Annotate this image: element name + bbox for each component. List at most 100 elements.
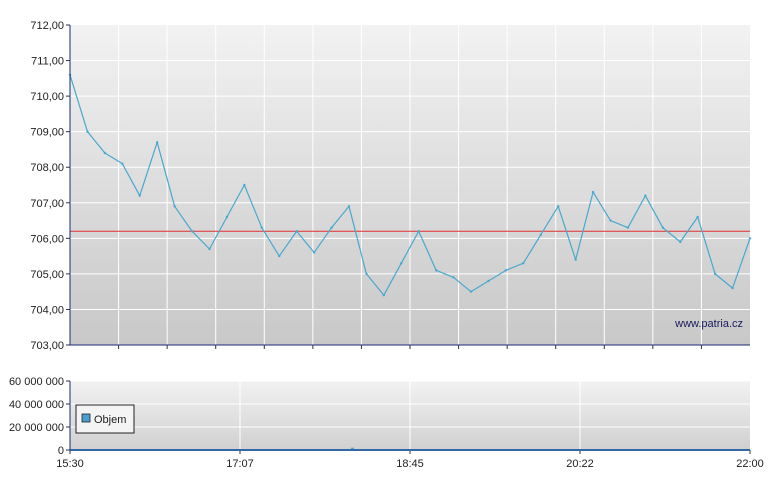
price-series-segment	[470, 280, 489, 293]
price-series-point	[661, 226, 665, 229]
price-y-tick-label: 706,00	[30, 233, 64, 245]
volume-y-tick-label: 20 000 000	[9, 422, 64, 434]
price-series-point	[609, 219, 612, 222]
price-series-point	[696, 215, 699, 219]
price-series-point	[557, 205, 560, 208]
price-series-point	[400, 262, 403, 265]
price-series-segment	[575, 191, 594, 260]
price-series-segment	[610, 219, 629, 229]
watermark: www.patria.cz	[674, 318, 743, 330]
price-series-segment	[592, 191, 612, 221]
price-series-segment	[174, 205, 193, 232]
volume-y-tick-label: 60 000 000	[9, 376, 64, 388]
price-series-point	[452, 276, 455, 279]
price-series-segment	[278, 230, 298, 257]
price-series-point	[208, 247, 211, 251]
volume-x-tick-label: 18:45	[396, 458, 424, 470]
legend-swatch	[81, 413, 91, 423]
volume-x-tick-label: 20:22	[566, 458, 594, 470]
price-series-segment	[69, 74, 89, 132]
price-series-segment	[348, 206, 367, 275]
price-series-segment	[714, 273, 733, 289]
volume-x-tick-label: 22:00	[736, 458, 764, 470]
price-series-point	[190, 230, 194, 233]
price-series-segment	[488, 269, 507, 282]
price-series-point	[330, 226, 333, 229]
price-series-segment	[557, 206, 577, 260]
price-y-tick-label: 705,00	[30, 269, 64, 281]
price-series-segment	[697, 216, 716, 275]
price-series-point	[365, 272, 368, 276]
price-series-point	[260, 226, 263, 229]
price-series-segment	[331, 205, 350, 229]
price-series-point	[173, 205, 176, 208]
price-y-tick-label: 711,00	[31, 56, 64, 68]
price-y-tick-label: 704,00	[30, 304, 64, 316]
price-series-point	[103, 151, 107, 155]
legend-label: Objem	[94, 414, 126, 426]
price-series-point	[522, 262, 525, 265]
price-series-point	[225, 215, 229, 219]
price-series-segment	[505, 262, 524, 271]
price-series-point	[469, 290, 473, 293]
price-series-point	[155, 141, 159, 144]
volume-y-tick-label: 40 000 000	[9, 399, 64, 411]
price-series-point	[626, 226, 630, 229]
price-series-segment	[435, 269, 454, 279]
price-series-segment	[243, 184, 263, 228]
price-series-segment	[679, 216, 699, 243]
price-series-point	[713, 272, 717, 276]
volume-y-tick-label: 0	[58, 445, 64, 457]
price-series-segment	[400, 230, 420, 264]
price-series-point	[574, 258, 577, 261]
price-series-point	[679, 240, 682, 244]
price-series-segment	[226, 184, 245, 218]
price-series-segment	[139, 142, 158, 196]
price-series-point	[591, 190, 595, 194]
price-series-point	[243, 183, 246, 187]
price-y-tick-label: 712,00	[30, 20, 64, 32]
price-y-tick-label: 709,00	[30, 127, 64, 139]
price-series-point	[121, 162, 124, 165]
price-series-point	[86, 130, 89, 133]
price-series-segment	[731, 238, 751, 289]
volume-x-tick-label: 17:07	[226, 458, 254, 470]
price-series-point	[312, 251, 316, 254]
price-series-segment	[453, 276, 472, 293]
price-y-tick-label: 710,00	[30, 91, 64, 103]
price-y-tick-label: 707,00	[30, 198, 64, 210]
price-series-segment	[313, 227, 333, 253]
price-series-segment	[644, 195, 664, 228]
volume-legend: Objem	[75, 404, 135, 434]
price-series-point	[382, 294, 386, 297]
price-series-point	[487, 279, 490, 283]
price-series-point	[295, 230, 298, 233]
price-series-point	[644, 194, 647, 197]
price-series-segment	[261, 227, 280, 257]
volume-bar	[350, 447, 354, 450]
price-series-segment	[86, 131, 106, 154]
price-series-segment	[296, 230, 315, 253]
price-series-segment	[104, 152, 123, 165]
price-series-segment	[627, 195, 646, 228]
price-series-segment	[522, 234, 542, 264]
price-series-point	[347, 205, 351, 208]
price-series-point	[731, 286, 734, 290]
price-series-point	[434, 269, 438, 272]
price-series-point	[138, 194, 141, 197]
price-y-tick-label: 708,00	[30, 162, 64, 174]
volume-panel: 15:30 17:07 18:45 20:22 22:00 0 20 000 000 40 0…	[9, 376, 764, 470]
price-series-point	[417, 230, 420, 233]
price-series-point	[748, 237, 752, 240]
price-series-segment	[418, 230, 437, 271]
price-series-segment	[540, 206, 559, 236]
price-series-segment	[208, 216, 228, 250]
price-panel: 703,00 704,00 705,00 706,00 707,00 708,00 709,…	[30, 20, 752, 352]
price-series-segment	[121, 163, 141, 196]
price-series-point	[539, 233, 542, 236]
price-series-point	[504, 269, 508, 272]
price-series-segment	[662, 227, 681, 243]
price-series-segment	[383, 262, 402, 296]
